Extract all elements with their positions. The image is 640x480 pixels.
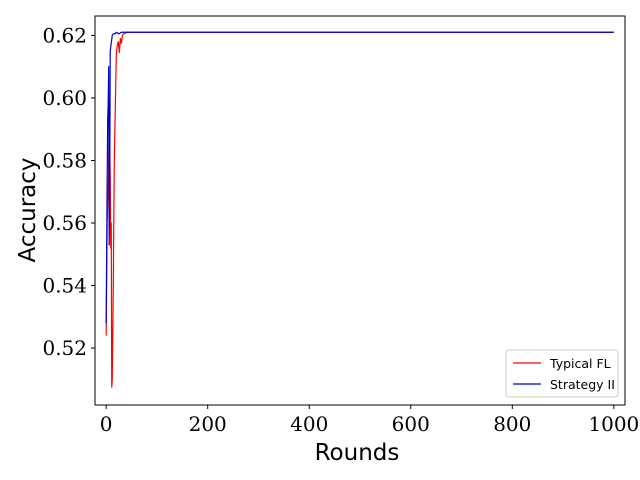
y-axis-label: Accuracy	[15, 157, 41, 262]
legend-label-strategy-ii: Strategy II	[550, 377, 615, 392]
plot-area	[95, 16, 625, 405]
y-tick-label: 0.62	[42, 23, 87, 47]
axes-frame	[94, 15, 626, 406]
x-axis-label: Rounds	[315, 440, 400, 466]
series-line-strategy-ii	[105, 31, 614, 324]
x-tick-label: 0	[100, 412, 113, 436]
x-tick-label: 800	[493, 412, 531, 436]
y-tick-label: 0.52	[42, 336, 87, 360]
legend-label-typical-fl: Typical FL	[549, 356, 611, 371]
x-tick-label: 200	[189, 412, 227, 436]
y-tick-label: 0.56	[42, 211, 87, 235]
y-tick-label: 0.54	[42, 274, 87, 298]
x-axis-ticks: 0 200 400 600 800 1000	[100, 405, 639, 436]
x-tick-label: 1000	[588, 412, 639, 436]
x-tick-label: 400	[290, 412, 328, 436]
legend: Typical FL Strategy II	[505, 349, 619, 398]
y-tick-label: 0.60	[42, 86, 87, 110]
y-tick-label: 0.58	[42, 148, 87, 172]
x-tick-label: 600	[392, 412, 430, 436]
legend-box	[505, 349, 619, 398]
y-axis-ticks: 0.52 0.54 0.56 0.58 0.60 0.62	[42, 23, 95, 360]
series-layer	[105, 31, 614, 388]
